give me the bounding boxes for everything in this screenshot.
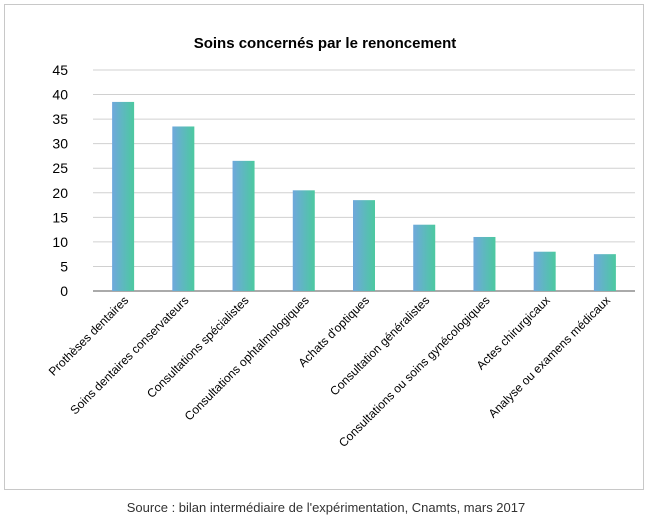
bar-rect [112, 101, 135, 291]
bar [232, 160, 255, 291]
y-tick-label: 0 [60, 283, 68, 299]
bar-rect [473, 236, 496, 291]
y-tick-label: 40 [52, 87, 68, 103]
x-tick-label: Soins dentaires conservateurs [67, 293, 191, 417]
bar [112, 101, 135, 291]
bar-rect [292, 190, 315, 291]
bar [473, 236, 496, 291]
y-tick-label: 20 [52, 185, 68, 201]
y-axis-ticks: 0 5 10 15 20 25 30 35 40 45 [52, 62, 68, 299]
y-tick-label: 35 [52, 111, 68, 127]
bar-chart: Soins concernés par le renoncement 0 5 10 1… [46, 35, 635, 450]
x-tick-label: Consultations spécialistes [144, 293, 252, 401]
bar [413, 224, 436, 291]
y-tick-label: 25 [52, 160, 68, 176]
bar-rect [593, 254, 616, 291]
y-tick-label: 15 [52, 209, 68, 225]
bar-rect [353, 200, 375, 291]
bar [353, 200, 375, 291]
bar-rect [232, 160, 255, 291]
bar [533, 251, 556, 291]
source-note: Source : bilan intermédiaire de l'expéri… [126, 500, 526, 515]
bar-rect [413, 224, 436, 291]
bar [292, 190, 315, 291]
chart-title: Soins concernés par le renoncement [194, 35, 457, 52]
y-tick-label: 45 [52, 62, 68, 78]
chart-frame: Soins concernés par le renoncement 0 5 10 1… [4, 4, 644, 490]
bar-rect [533, 251, 556, 291]
x-tick-label: Analyse ou examens médicaux [486, 293, 613, 420]
bar [593, 254, 616, 291]
y-tick-label: 10 [52, 234, 68, 250]
y-tick-label: 30 [52, 136, 68, 152]
y-tick-label: 5 [60, 258, 68, 274]
bar-rect [172, 126, 195, 291]
bar [172, 126, 195, 291]
x-tick-label: Consultation généralistes [327, 293, 432, 398]
bars [112, 101, 616, 291]
x-tick-label: Consultations ophtalmologiques [182, 293, 312, 423]
